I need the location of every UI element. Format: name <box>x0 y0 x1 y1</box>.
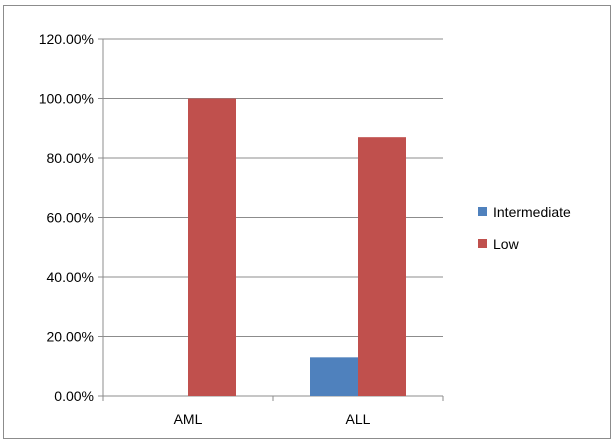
x-tick-label: AML <box>174 411 203 427</box>
legend-swatch-intermediate <box>478 207 487 216</box>
y-tick-label: 60.00% <box>47 210 94 226</box>
bar-intermediate-all <box>310 357 358 396</box>
bar-low-aml <box>188 98 236 396</box>
y-tick-label: 40.00% <box>47 269 94 285</box>
legend-swatch-low <box>478 239 487 248</box>
y-tick-label: 100.00% <box>39 91 94 107</box>
chart-frame <box>3 5 611 439</box>
legend-label-low: Low <box>493 236 520 252</box>
legend-label-intermediate: Intermediate <box>493 204 571 220</box>
y-tick-label: 80.00% <box>47 150 94 166</box>
y-tick-label: 120.00% <box>39 31 94 47</box>
x-tick-label: ALL <box>346 411 371 427</box>
y-tick-label: 0.00% <box>54 388 94 404</box>
bar-low-all <box>358 137 406 397</box>
y-tick-label: 20.00% <box>47 329 94 345</box>
